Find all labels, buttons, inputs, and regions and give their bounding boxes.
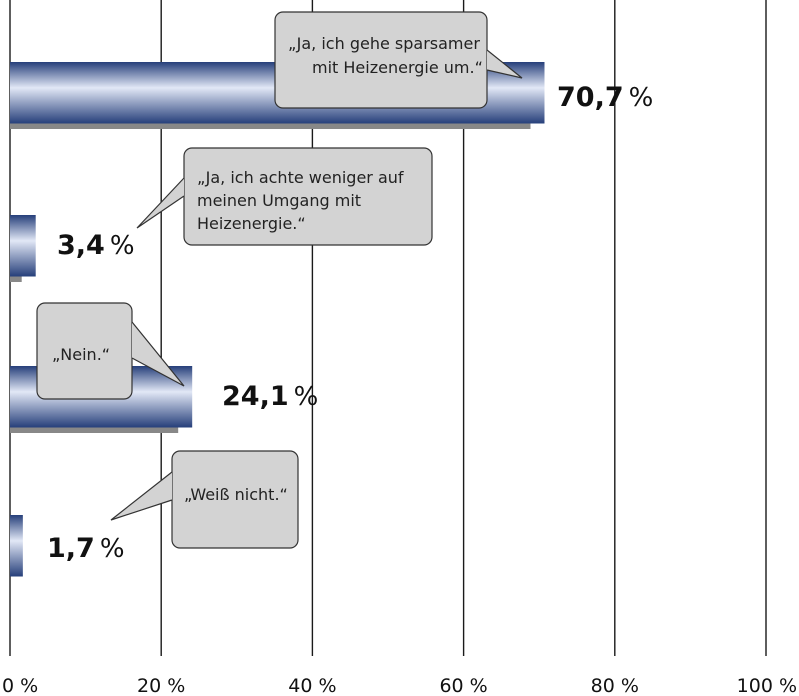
callout-text: „Ja, ich gehe sparsamer (288, 34, 480, 53)
bar-shadow (10, 275, 22, 282)
x-tick-label: 20 % (137, 675, 185, 696)
callout-text: Heizenergie.“ (197, 214, 306, 233)
value-labels: 70,7 % 3,4 % 24,1 % 1,7% (47, 82, 653, 564)
callout-pointer-outline (486, 49, 523, 79)
bar (10, 515, 23, 577)
x-tick-label: 0 % (2, 675, 38, 696)
value-label: 70,7% (557, 82, 653, 113)
bar-shadow (10, 426, 179, 433)
callout-text: meinen Umgang mit (197, 191, 361, 210)
callout-text: „Ja, ich achte weniger auf (197, 168, 404, 187)
callout-pointer-outline (136, 177, 185, 229)
bar (10, 215, 36, 277)
x-tick-label: 100 % (737, 675, 797, 696)
callout-bubble: „Ja, ich achte weniger auf meinen Umgang … (136, 147, 433, 246)
x-axis-ticks: 0 % 20 % 40 % 60 % 80 % 100 % (2, 675, 797, 696)
callout-pointer-outline (110, 471, 173, 521)
callout-pointer-outline (131, 321, 185, 387)
callouts: „Ja, ich gehe sparsamer mit Heizenergie u… (36, 11, 523, 549)
x-tick-label: 40 % (288, 675, 336, 696)
callout-text: „Weiß nicht.“ (184, 485, 288, 504)
x-tick-label: 80 % (591, 675, 639, 696)
callout-bubble: „Nein.“ (36, 302, 185, 400)
callout-bubble: „Ja, ich gehe sparsamer mit Heizenergie u… (274, 11, 523, 109)
value-label: 1,7% (47, 533, 125, 564)
value-label: 24,1% (222, 381, 318, 412)
callout-text: „Nein.“ (52, 345, 110, 364)
callout-bubble: „Weiß nicht.“ (110, 450, 299, 549)
callout-text: mit Heizenergie um.“ (312, 58, 483, 77)
value-label: 3,4% (57, 230, 135, 261)
x-tick-label: 60 % (439, 675, 487, 696)
bar-shadow (10, 122, 531, 129)
